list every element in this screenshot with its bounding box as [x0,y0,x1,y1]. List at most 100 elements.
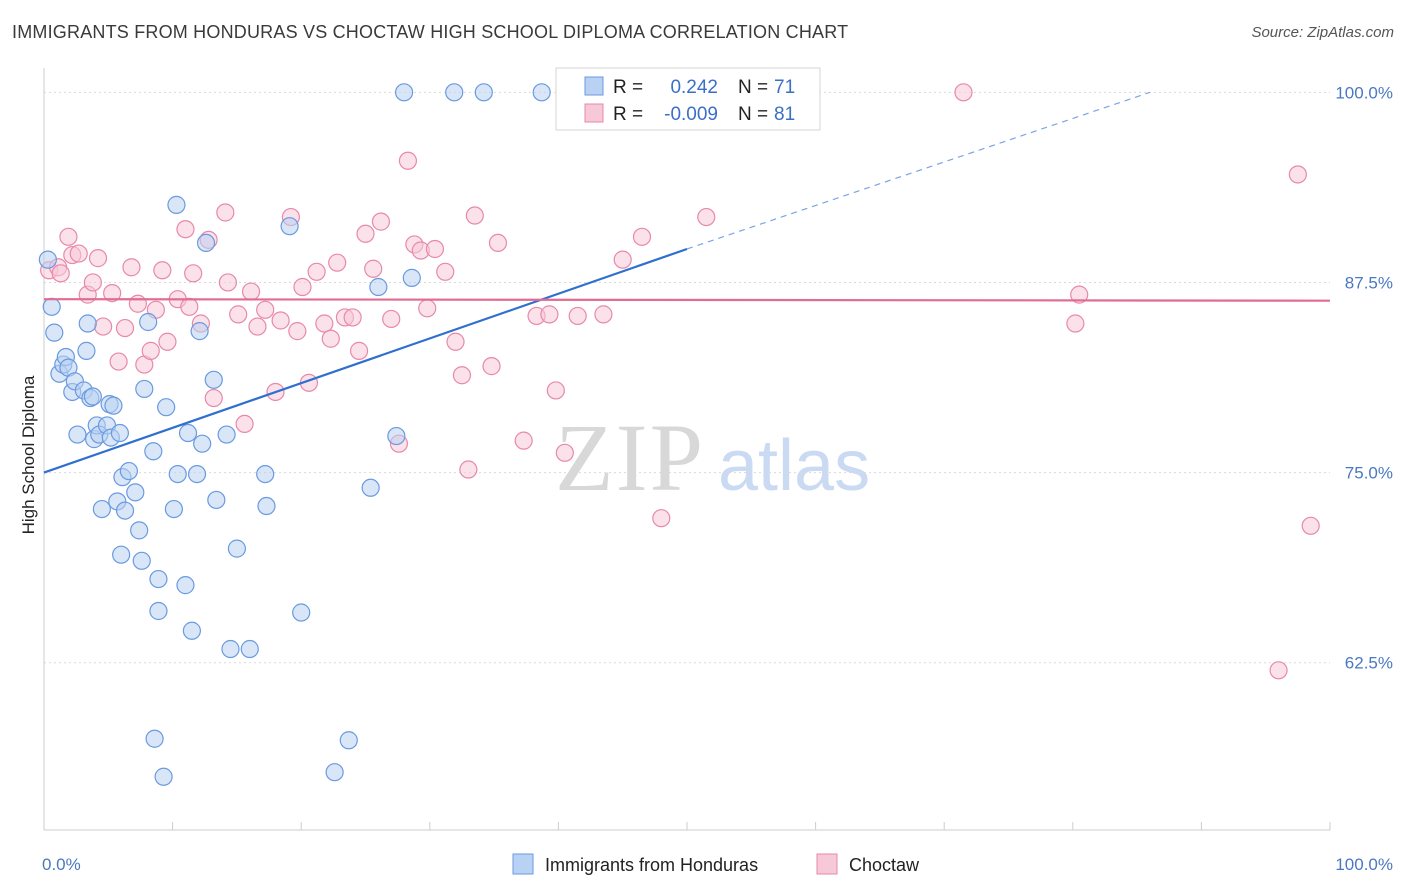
point-choctaw [128,294,147,313]
point-choctaw [288,322,307,341]
point-choctaw [632,227,652,246]
point-honduras [115,501,135,520]
point-honduras [38,250,57,269]
point-choctaw [488,233,508,253]
point-honduras [45,323,64,342]
point-choctaw [546,381,565,400]
point-choctaw [204,388,223,408]
point-honduras [110,423,129,443]
point-honduras [474,83,493,102]
legend-swatch-choctaw [816,853,838,875]
point-honduras [78,314,97,333]
point-honduras [445,83,464,102]
point-choctaw [141,341,160,360]
point-honduras [257,496,276,516]
point-choctaw [1301,516,1320,535]
point-choctaw [115,318,135,338]
point-honduras [369,277,388,297]
point-choctaw [349,341,369,360]
point-choctaw [436,262,455,281]
point-choctaw [321,329,340,348]
point-choctaw [343,308,362,327]
point-choctaw [954,83,973,102]
point-honduras [221,639,240,659]
point-choctaw [59,227,78,246]
x-tick-marks [43,822,1331,830]
stats-swatch-choctaw [584,103,604,123]
x-tick-label-max: 100.0% [1335,855,1393,874]
point-honduras [339,731,358,750]
point-honduras [193,434,212,453]
point-choctaw [241,282,261,301]
point-choctaw [613,250,632,269]
stats-n-value-choctaw: 81 [774,104,795,125]
point-choctaw [51,264,70,283]
point-choctaw [652,509,671,528]
point-honduras [112,545,131,564]
stats-n-label-choctaw: N = [738,104,768,125]
point-honduras [42,297,61,316]
stats-r-label-honduras: R = [613,77,643,98]
watermark-atlas: atlas [718,426,870,506]
trendline-honduras-extension [686,91,1151,250]
y-tick-label: 75.0% [1345,464,1393,483]
point-honduras [119,461,138,481]
stats-r-value-honduras: 0.242 [670,77,718,98]
point-honduras [126,483,145,502]
gridlines [44,91,1330,664]
point-choctaw [271,311,290,330]
legend-label-honduras: Immigrants from Honduras [545,855,758,875]
point-honduras [144,442,163,461]
point-choctaw [216,203,235,222]
point-honduras [187,464,207,484]
point-choctaw [122,258,141,277]
point-honduras [204,370,223,389]
point-choctaw [1269,661,1288,680]
point-honduras [292,603,311,622]
point-honduras [145,729,164,748]
y-tick-label: 87.5% [1345,273,1393,292]
point-choctaw [248,317,267,336]
point-honduras [196,233,216,253]
point-choctaw [176,220,195,239]
point-honduras [135,379,154,399]
point-honduras [157,398,176,417]
point-choctaw [103,284,122,303]
stats-legend: R = 0.242 N = 71 R = -0.009 N = 81 [555,67,821,131]
point-choctaw [482,357,501,376]
watermark: ZIP atlas [555,404,870,511]
y-axis-label: High School Diploma [19,375,38,534]
y-tick-label: 62.5% [1345,654,1393,673]
point-choctaw [307,262,326,281]
point-choctaw [153,261,172,280]
point-choctaw [315,314,334,333]
point-honduras [139,312,158,332]
point-choctaw [425,239,445,259]
point-choctaw [88,249,108,268]
point-choctaw [465,206,484,225]
point-honduras [168,464,187,484]
point-honduras [176,576,195,595]
legend-label-choctaw: Choctaw [849,855,920,875]
y-tick-labels: 100.0% 87.5% 75.0% 62.5% [1335,83,1393,672]
point-choctaw [452,366,472,385]
point-honduras [240,639,259,659]
point-choctaw [1066,314,1085,333]
point-choctaw [446,332,465,351]
x-tick-label-min: 0.0% [42,855,81,874]
point-choctaw [184,264,203,283]
point-honduras [182,621,201,640]
point-choctaw [418,299,437,318]
legend-swatch-honduras [512,853,534,875]
point-choctaw [158,332,177,351]
chart-source: Source: ZipAtlas.com [1251,24,1394,41]
point-choctaw [364,259,383,278]
point-choctaw [256,300,275,319]
point-choctaw [328,253,347,272]
point-choctaw [398,151,418,170]
bottom-legend: Immigrants from Honduras Choctaw [512,853,920,875]
point-choctaw [69,244,88,263]
trendline-honduras [43,247,688,474]
point-honduras [92,499,111,519]
